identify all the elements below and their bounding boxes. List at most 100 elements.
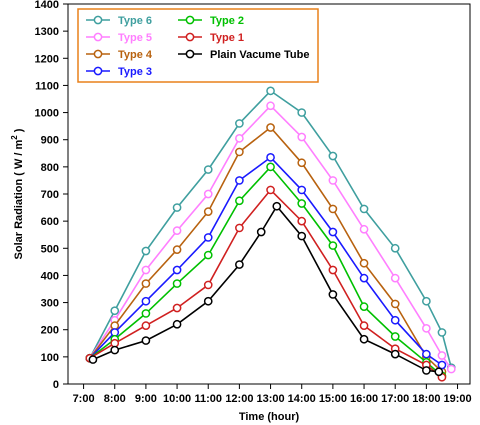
legend-label: Type 1 xyxy=(210,32,244,44)
data-point xyxy=(141,246,151,256)
x-tick-label: 10:00 xyxy=(163,393,191,405)
data-point xyxy=(297,185,307,195)
legend: Type 6 Type 2 Type 5 Type 1 Type 4 Plain Vacu… xyxy=(77,8,319,83)
data-point xyxy=(422,296,431,306)
data-point xyxy=(297,231,307,241)
series-type-1 xyxy=(85,185,447,382)
data-point xyxy=(328,176,338,185)
data-point xyxy=(390,315,400,325)
data-point xyxy=(203,189,213,199)
data-point xyxy=(422,349,431,359)
legend-item: Type 4 xyxy=(86,49,153,61)
x-tick-label: 7:00 xyxy=(73,393,95,405)
data-point xyxy=(359,224,369,234)
legend-label: Type 6 xyxy=(118,15,152,27)
data-point xyxy=(203,233,213,242)
legend-marker xyxy=(93,15,103,25)
data-point xyxy=(328,204,338,214)
y-axis-title-sup: 2 xyxy=(10,135,19,140)
legend-marker xyxy=(93,32,103,42)
data-point xyxy=(266,153,275,162)
y-tick-label: 1100 xyxy=(35,80,59,92)
legend-item: Type 1 xyxy=(178,32,244,44)
data-point xyxy=(390,349,400,359)
data-point xyxy=(266,101,275,111)
legend-item: Type 3 xyxy=(86,66,152,78)
data-point xyxy=(88,355,98,364)
legend-box xyxy=(77,8,319,83)
data-point xyxy=(328,227,338,237)
data-point xyxy=(390,332,400,341)
data-point xyxy=(437,351,447,360)
data-point xyxy=(172,279,182,288)
y-tick-label: 800 xyxy=(41,162,59,174)
x-axis-ticks: 7:00 8:00 9:00 10:00 11:00 12:00 13:00 14:00 15:… xyxy=(73,384,472,405)
data-point xyxy=(328,290,338,299)
data-point xyxy=(172,265,182,275)
x-axis-title: Time (hour) xyxy=(239,411,300,423)
data-point xyxy=(434,367,444,377)
legend-label: Plain Vacume Tube xyxy=(210,49,309,61)
data-point xyxy=(172,319,182,329)
y-tick-label: 1200 xyxy=(35,53,59,65)
data-point xyxy=(141,279,151,288)
x-tick-label: 11:00 xyxy=(194,393,222,405)
y-tick-label: 700 xyxy=(41,189,59,201)
data-point xyxy=(203,250,213,260)
legend-items: Type 6 Type 2 Type 5 Type 1 Type 4 Plain Vacu… xyxy=(86,15,309,78)
data-point xyxy=(172,203,182,212)
y-axis-ticks: 0 100 200 300 400 500 600 700 800 900 1000 1100 1200… xyxy=(35,0,68,391)
x-tick-label: 16:00 xyxy=(350,393,378,405)
legend-item: Type 2 xyxy=(178,15,244,27)
data-point xyxy=(141,309,151,318)
y-axis-title: Solar Radiation ( W / m2 ) xyxy=(10,128,25,259)
series-line xyxy=(89,104,452,370)
data-point xyxy=(266,162,275,172)
data-point xyxy=(390,273,400,283)
legend-label: Type 2 xyxy=(210,15,244,27)
data-point xyxy=(328,151,338,161)
data-point xyxy=(359,273,369,283)
data-point xyxy=(437,328,447,337)
y-tick-label: 500 xyxy=(41,243,59,255)
y-tick-label: 200 xyxy=(41,325,59,337)
data-point xyxy=(297,158,307,168)
data-point xyxy=(235,196,244,206)
data-point xyxy=(297,108,307,117)
data-point xyxy=(235,176,244,185)
y-axis-title-end: ) xyxy=(13,128,25,135)
data-point xyxy=(359,258,369,268)
data-point xyxy=(235,260,244,269)
data-point xyxy=(110,306,120,316)
data-point xyxy=(235,119,244,128)
data-point xyxy=(172,303,182,313)
legend-item: Plain Vacume Tube xyxy=(178,49,309,61)
data-point xyxy=(235,223,244,233)
y-tick-label: 1000 xyxy=(35,108,59,120)
data-point xyxy=(203,165,213,174)
series-line xyxy=(92,204,439,373)
legend-label: Type 5 xyxy=(118,32,152,44)
x-tick-label: 13:00 xyxy=(256,393,284,405)
series-plain-vacume-tube xyxy=(88,201,444,377)
legend-marker xyxy=(185,49,195,59)
y-tick-label: 900 xyxy=(41,135,59,147)
data-point xyxy=(328,241,338,250)
data-point xyxy=(256,227,266,237)
legend-marker xyxy=(185,15,195,25)
data-point xyxy=(359,204,369,214)
data-point xyxy=(390,243,400,253)
x-tick-label: 19:00 xyxy=(443,393,471,405)
data-point xyxy=(297,199,307,208)
x-tick-label: 12:00 xyxy=(225,393,253,405)
series-line xyxy=(89,89,453,368)
series-type-2 xyxy=(85,162,447,381)
data-point xyxy=(203,280,213,290)
data-point xyxy=(297,216,307,226)
legend-marker xyxy=(93,49,103,59)
data-point xyxy=(422,324,431,333)
y-tick-label: 1300 xyxy=(35,26,59,38)
data-point xyxy=(359,321,369,330)
y-tick-label: 400 xyxy=(41,270,59,282)
